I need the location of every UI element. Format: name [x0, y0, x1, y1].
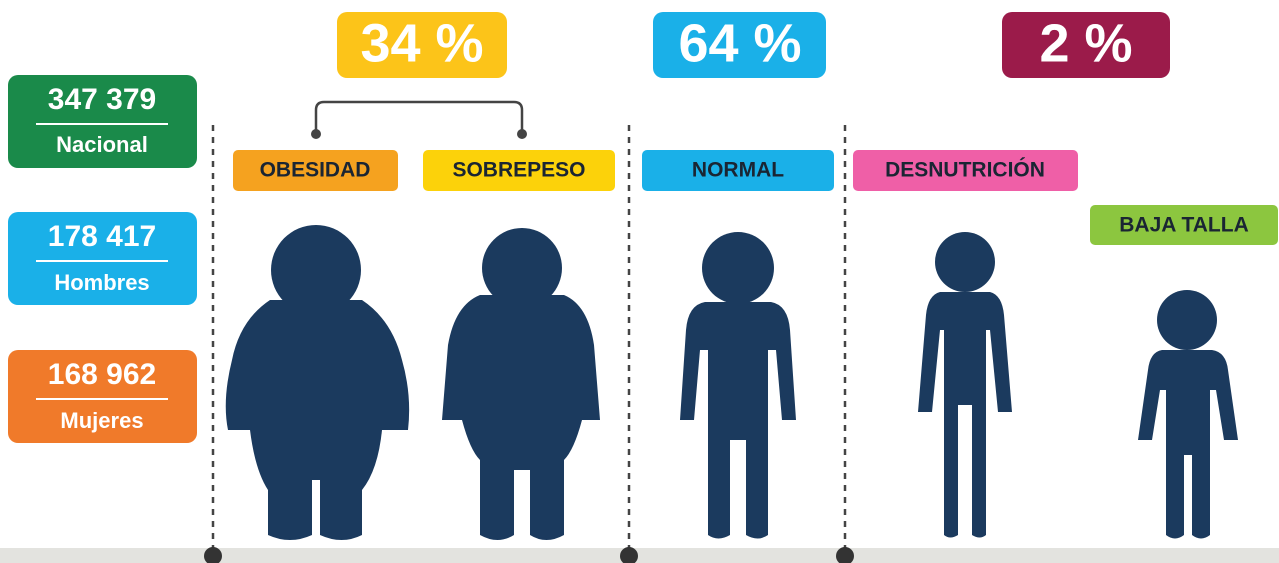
figure-normal [680, 232, 796, 539]
figure-short [1138, 290, 1238, 539]
bracket [314, 100, 524, 133]
stat-box [8, 350, 197, 443]
percent: 34 % [360, 13, 483, 73]
category: DESNUTRICIÓN [885, 158, 1045, 182]
percent: 64 % [678, 13, 801, 73]
stat-label: Nacional [56, 132, 148, 157]
percent-box [337, 12, 507, 78]
stat-value: 178 417 [48, 220, 156, 253]
percent-boxes: 34 % 64 % 2 % [337, 12, 1170, 78]
stat-label: Hombres [54, 270, 149, 295]
category-labels: OBESIDAD SOBREPESO NORMAL DESNUTRICIÓN B… [233, 150, 1278, 245]
category: OBESIDAD [260, 159, 371, 182]
category-box [642, 150, 834, 191]
stat-box [8, 75, 197, 168]
category: BAJA TALLA [1119, 214, 1249, 237]
stat-boxes: 347 379 Nacional 178 417 Hombres 168 962… [8, 75, 197, 443]
category-box [233, 150, 398, 191]
percent-box [1002, 12, 1170, 78]
percent-box [653, 12, 826, 78]
stat-value: 168 962 [48, 358, 156, 391]
figure-malnourished [918, 232, 1012, 538]
stat-value: 347 379 [48, 83, 156, 116]
ground [0, 548, 1279, 563]
figure-overweight [442, 228, 600, 540]
category-box [1090, 205, 1278, 245]
divider-dots [204, 547, 854, 563]
percent: 2 % [1039, 13, 1132, 73]
bracket-dot [311, 129, 321, 139]
category: SOBREPESO [452, 159, 585, 182]
category: NORMAL [692, 159, 784, 182]
bracket-dot [517, 129, 527, 139]
category-box [423, 150, 615, 191]
stat-box [8, 212, 197, 305]
figures [225, 225, 1238, 540]
stat-label: Mujeres [60, 408, 143, 433]
category-box [853, 150, 1078, 191]
figure-obese [225, 225, 410, 540]
